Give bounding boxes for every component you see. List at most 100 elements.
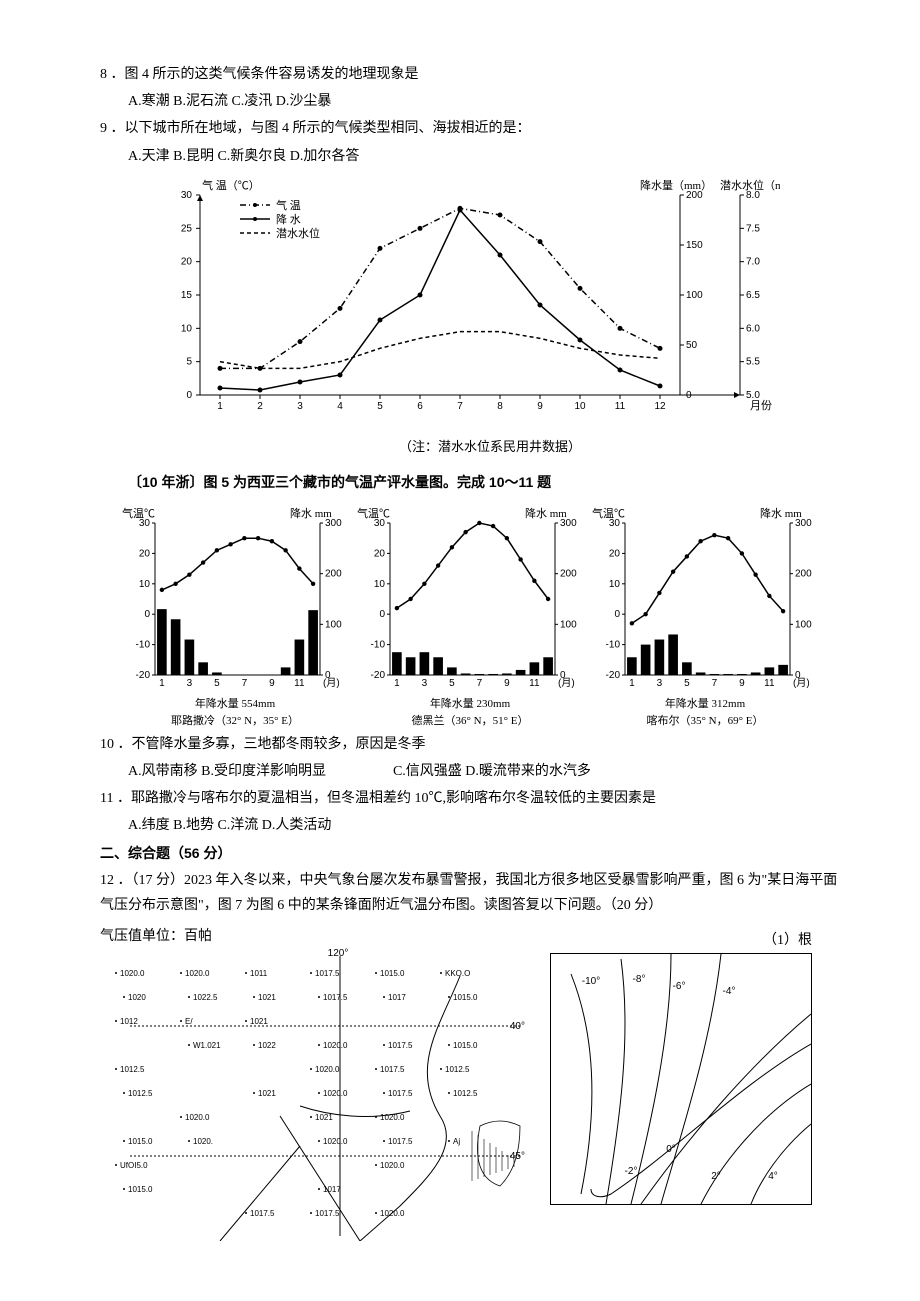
fig5-panel-3: 气温℃降水 mm-20-10010203001002003001357911(月… (590, 505, 820, 728)
climograph-1: 气温℃降水 mm-20-10010203001002003001357911(月… (120, 505, 350, 695)
svg-text:1017.5: 1017.5 (315, 969, 340, 978)
svg-text:E/: E/ (185, 1017, 193, 1026)
question-9: 9 ．以下城市所在地域，与图 4 所示的气候类型相同、海拔相近的是： (100, 116, 840, 141)
svg-text:6.0: 6.0 (746, 323, 760, 334)
svg-text:W1.021: W1.021 (193, 1041, 221, 1050)
svg-text:1017.5: 1017.5 (388, 1041, 413, 1050)
svg-text:5: 5 (214, 678, 220, 689)
q8-num: 8 (100, 67, 107, 82)
svg-text:1021: 1021 (250, 1017, 268, 1026)
svg-text:-10: -10 (371, 640, 386, 651)
svg-text:6.5: 6.5 (746, 290, 760, 301)
svg-text:-10°: -10° (582, 976, 600, 987)
question-10: 10 ．不管降水量多寡，三地都冬雨较多，原因是冬季 (100, 732, 840, 757)
svg-text:(月): (月) (558, 677, 575, 689)
svg-text:1022.5: 1022.5 (193, 993, 218, 1002)
svg-text:5: 5 (186, 356, 192, 367)
svg-text:120°: 120° (328, 948, 349, 959)
svg-text:-6°: -6° (673, 981, 686, 992)
svg-text:300: 300 (795, 518, 812, 529)
question-11: 11 ．耶路撒冷与喀布尔的夏温相当，但冬温相差约 10℃,影响喀布尔冬温较低的主… (100, 786, 840, 811)
svg-text:30: 30 (181, 190, 193, 201)
svg-text:100: 100 (686, 290, 703, 301)
svg-text:-20: -20 (371, 670, 386, 681)
svg-text:1020: 1020 (128, 993, 146, 1002)
svg-text:5: 5 (449, 678, 455, 689)
svg-text:1020.0: 1020.0 (185, 969, 210, 978)
figure-4: 气 温（℃）降水量（mm）潜水水位（m）05101520253005010015… (140, 175, 840, 458)
svg-text:Aj: Aj (453, 1137, 460, 1146)
svg-text:20: 20 (181, 256, 193, 267)
svg-text:8.0: 8.0 (746, 190, 760, 201)
svg-text:30: 30 (374, 518, 386, 529)
svg-text:5.5: 5.5 (746, 356, 760, 367)
svg-text:-10: -10 (136, 640, 151, 651)
svg-text:11: 11 (764, 678, 775, 689)
fig5-sum-3: 年降水量 312mm (590, 697, 820, 711)
q10-num: 10 (100, 737, 114, 752)
pressure-unit-note: 气压值单位：百帕 (100, 928, 530, 946)
svg-text:1017.5: 1017.5 (250, 1209, 275, 1218)
svg-text:7: 7 (712, 678, 718, 689)
svg-text:UfOI5.0: UfOI5.0 (120, 1161, 148, 1170)
svg-text:200: 200 (795, 569, 812, 580)
svg-text:10: 10 (139, 579, 151, 590)
q8-stem: ．图 4 所示的这类气候条件容易诱发的地理现象是 (111, 67, 419, 82)
q9-num: 9 (100, 121, 107, 136)
svg-text:2: 2 (257, 401, 263, 412)
svg-text:1012.5: 1012.5 (453, 1089, 478, 1098)
svg-text:10: 10 (609, 579, 621, 590)
svg-text:5: 5 (377, 401, 383, 412)
svg-text:7: 7 (477, 678, 483, 689)
svg-text:0°: 0° (666, 1144, 676, 1155)
svg-text:150: 150 (686, 240, 703, 251)
svg-text:1021: 1021 (315, 1113, 333, 1122)
svg-text:2°: 2° (711, 1171, 721, 1182)
svg-text:0: 0 (144, 610, 150, 621)
q11-stem: ．耶路撒冷与喀布尔的夏温相当，但冬温相差约 10℃,影响喀布尔冬温较低的主要因素… (117, 791, 656, 806)
q8-options: A.寒潮 B.泥石流 C.凌汛 D.沙尘暴 (100, 89, 840, 114)
fig5-city-2: 德黑兰（36° N，51° E） (355, 714, 585, 728)
svg-text:15: 15 (181, 290, 193, 301)
fig5-city-1: 耶路撒冷（32° N，35° E） (120, 714, 350, 728)
svg-text:20: 20 (374, 549, 386, 560)
q11-options: A.纬度 B.地势 C.洋流 D.人类活动 (100, 813, 840, 838)
svg-text:4°: 4° (768, 1171, 778, 1182)
svg-text:100: 100 (325, 620, 342, 631)
fig5-city-3: 喀布尔（35° N，69° E） (590, 714, 820, 728)
svg-text:1015.0: 1015.0 (453, 1041, 478, 1050)
svg-text:7.5: 7.5 (746, 223, 760, 234)
svg-text:20: 20 (609, 549, 621, 560)
svg-text:1020.0: 1020.0 (120, 969, 145, 978)
svg-text:1021: 1021 (258, 1089, 276, 1098)
svg-text:11: 11 (294, 678, 305, 689)
fig5-sum-2: 年降水量 230mm (355, 697, 585, 711)
svg-text:降 水: 降 水 (276, 212, 301, 226)
svg-text:(月): (月) (793, 677, 810, 689)
svg-text:KKO.O: KKO.O (445, 969, 470, 978)
svg-text:40°: 40° (510, 1021, 525, 1032)
svg-text:(月): (月) (323, 677, 340, 689)
svg-text:1012: 1012 (120, 1017, 138, 1026)
svg-text:1017.5: 1017.5 (315, 1209, 340, 1218)
fig5-panel-1: 气温℃降水 mm-20-10010203001002003001357911(月… (120, 505, 350, 728)
q9-options: A.天津 B.昆明 C.新奥尔良 D.加尔各答 (100, 144, 840, 169)
svg-text:1017.5: 1017.5 (388, 1089, 413, 1098)
svg-text:1017: 1017 (323, 1185, 341, 1194)
svg-text:9: 9 (537, 401, 543, 412)
q9-stem: ．以下城市所在地域，与图 4 所示的气候类型相同、海拔相近的是： (111, 121, 531, 136)
svg-text:1015.0: 1015.0 (453, 993, 478, 1002)
svg-text:7: 7 (457, 401, 463, 412)
svg-text:11: 11 (615, 401, 626, 412)
svg-text:0: 0 (614, 610, 620, 621)
svg-text:-2°: -2° (625, 1166, 638, 1177)
svg-text:5: 5 (684, 678, 690, 689)
svg-text:1021: 1021 (258, 993, 276, 1002)
svg-text:100: 100 (560, 620, 577, 631)
svg-text:200: 200 (560, 569, 577, 580)
svg-text:8: 8 (497, 401, 503, 412)
q11-num: 11 (100, 791, 113, 806)
q10-optC: C.信风强盛 D.暖流带来的水汽多 (393, 764, 591, 779)
svg-text:1017.5: 1017.5 (388, 1137, 413, 1146)
svg-text:1022: 1022 (258, 1041, 276, 1050)
